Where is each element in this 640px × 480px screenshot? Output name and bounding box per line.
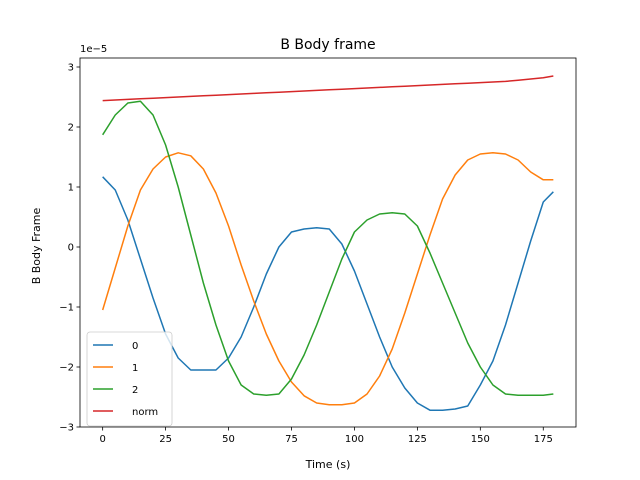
y-axis: −3 −2 −1 0 1 2 3 [59,63,80,434]
x-axis-label: Time (s) [305,458,351,471]
series-lines [101,75,554,411]
series-line-norm [102,75,554,102]
legend-label-1: 1 [132,363,138,374]
y-tick-label: −2 [59,363,74,374]
x-tick-label: 75 [285,434,298,445]
x-axis: 0 25 50 75 100 125 150 175 [99,427,553,445]
series-line-2 [102,100,554,396]
x-tick-label: 100 [345,434,364,445]
plot-frame [79,57,577,428]
x-tick-label: 0 [99,434,105,445]
y-axis-label: B Body Frame [30,207,43,284]
x-tick-label: 175 [534,434,553,445]
x-tick-label: 150 [471,434,490,445]
y-tick-label: 3 [68,63,74,74]
legend-label-norm: norm [132,407,158,418]
chart-title: B Body frame [280,37,375,53]
x-tick-label: 25 [159,434,172,445]
series-line-1 [101,152,554,406]
plot-area [79,57,577,428]
legend-label-2: 2 [132,385,138,396]
y-tick-label: −1 [59,303,74,314]
x-tick-label: 50 [222,434,235,445]
legend-box [86,331,173,427]
y-tick-label: −3 [59,423,74,434]
y-tick-label: 1 [68,183,74,194]
y-offset-label: 1e−5 [80,44,107,55]
y-tick-label: 0 [68,243,74,254]
legend: 0 1 2 norm [86,331,173,427]
x-tick-label: 125 [408,434,427,445]
legend-label-0: 0 [132,341,138,352]
y-tick-label: 2 [68,123,74,134]
series-line-0 [102,176,554,411]
